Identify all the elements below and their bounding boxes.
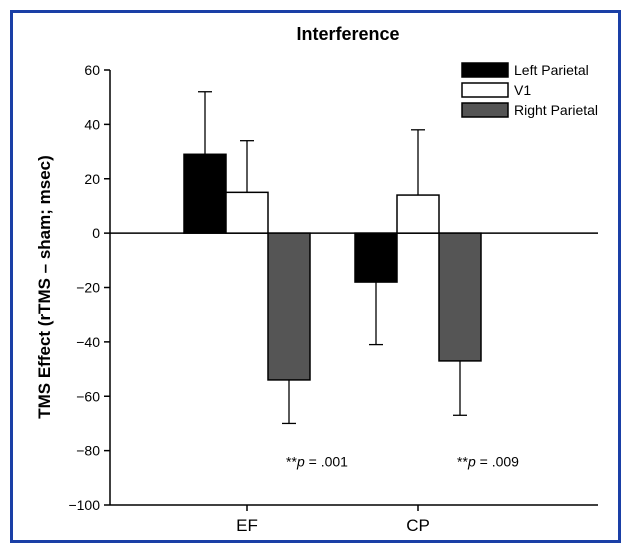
legend-label: V1 xyxy=(514,82,531,98)
legend-swatch xyxy=(461,82,509,98)
y-tick-label: 0 xyxy=(92,225,100,241)
plot-area: 60 40 20 0 −20 −40 −60 −80 −100 EF CP **p = .001 **p… xyxy=(68,62,598,535)
y-axis-label: TMS Effect (rTMS – sham; msec) xyxy=(35,155,54,419)
p-value-annotation: **p = .001 xyxy=(286,454,348,470)
y-tick-label: −100 xyxy=(68,497,100,513)
x-tick-label: EF xyxy=(236,516,258,535)
y-tick-label: 20 xyxy=(84,171,100,187)
y-tick-label: −60 xyxy=(76,388,100,404)
bar xyxy=(354,232,398,283)
bar xyxy=(396,194,440,234)
p-value-annotation: **p = .009 xyxy=(457,454,519,470)
legend-swatch xyxy=(461,102,509,118)
bar xyxy=(438,232,482,362)
bar xyxy=(225,191,269,234)
y-tick-label: −20 xyxy=(76,280,100,296)
y-tick-label: −80 xyxy=(76,443,100,459)
bar xyxy=(183,153,227,234)
chart-title: Interference xyxy=(296,24,399,44)
figure-frame xyxy=(10,10,621,543)
x-tick-label: CP xyxy=(406,516,430,535)
y-tick-label: 60 xyxy=(84,62,100,78)
bar xyxy=(267,232,311,381)
legend: Left Parietal V1 Right Parietal xyxy=(461,62,598,118)
y-tick-label: 40 xyxy=(84,116,100,132)
legend-label: Right Parietal xyxy=(514,102,598,118)
legend-swatch xyxy=(461,62,509,78)
legend-label: Left Parietal xyxy=(514,62,589,78)
y-tick-label: −40 xyxy=(76,334,100,350)
